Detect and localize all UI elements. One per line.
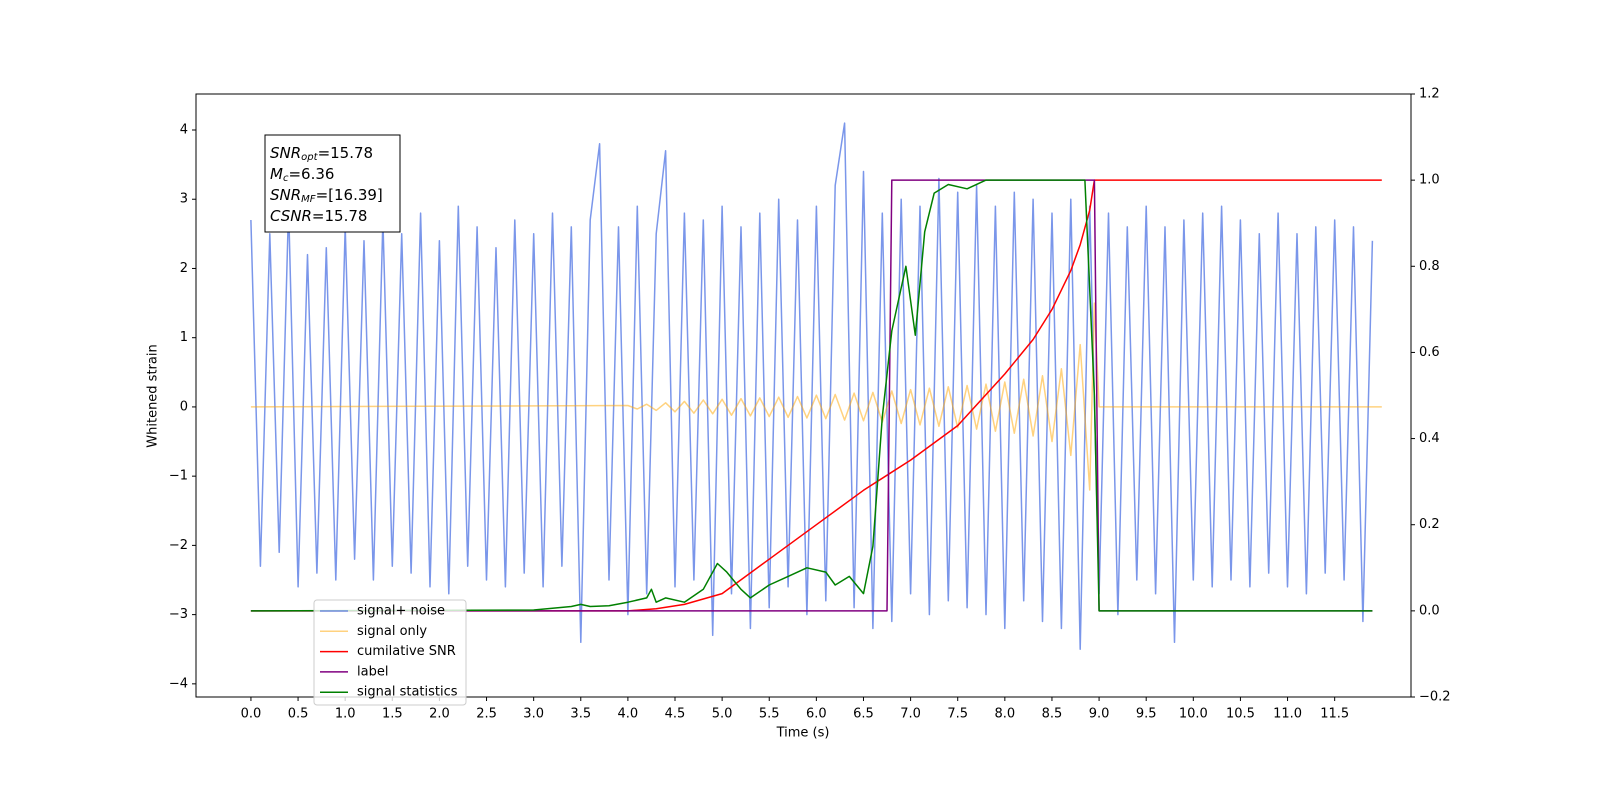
- legend-label: cumilative SNR: [357, 644, 456, 659]
- y-tick-label: −4: [169, 676, 188, 691]
- y2-tick-label: 1.2: [1419, 87, 1440, 102]
- legend-label: signal statistics: [357, 685, 458, 700]
- x-tick-label: 5.0: [712, 707, 733, 722]
- annotation-value: =6.36: [288, 165, 334, 183]
- x-tick-label: 11.0: [1273, 707, 1302, 722]
- y-tick-label: −3: [169, 607, 188, 622]
- annotation-name: CSNR: [270, 207, 312, 225]
- x-tick-label: 0.0: [241, 707, 262, 722]
- annotation-value: =[16.39]: [316, 186, 383, 204]
- y-tick-label: −1: [169, 469, 188, 484]
- x-tick-label: 10.0: [1179, 707, 1208, 722]
- x-tick-label: 0.5: [288, 707, 309, 722]
- legend-label: signal only: [357, 624, 427, 639]
- annotation-name: SNR: [270, 186, 301, 204]
- y2-tick-label: 1.0: [1419, 173, 1440, 188]
- legend-box: [313, 599, 467, 706]
- annotation-line: SNRMF=[16.39]: [270, 186, 383, 206]
- y2-tick-label: −0.2: [1419, 690, 1451, 705]
- x-tick-label: 6.0: [806, 707, 827, 722]
- x-tick-label: 2.5: [476, 707, 497, 722]
- x-tick-label: 7.0: [900, 707, 921, 722]
- annotation-line: CSNR=15.78: [270, 207, 367, 225]
- x-tick-label: 1.5: [382, 707, 403, 722]
- annotation-value: =15.78: [312, 207, 368, 225]
- annotation-line: SNRopt=15.78: [270, 144, 373, 164]
- x-tick-label: 6.5: [853, 707, 874, 722]
- axes-frame: [195, 93, 1412, 698]
- series-line: [250, 179, 1373, 612]
- x-tick-label: 7.5: [947, 707, 968, 722]
- annotation-name: M: [270, 165, 283, 183]
- x-tick-label: 1.0: [335, 707, 356, 722]
- x-tick-label: 4.5: [665, 707, 686, 722]
- annotation-value: =15.78: [318, 144, 374, 162]
- y-tick-label: 3: [180, 192, 188, 207]
- x-tick-label: 3.5: [570, 707, 591, 722]
- y-tick-label: 2: [180, 261, 188, 276]
- y2-tick-label: 0.2: [1419, 517, 1440, 532]
- x-tick-label: 8.5: [1042, 707, 1063, 722]
- x-tick-label: 8.0: [994, 707, 1015, 722]
- x-tick-label: 10.5: [1226, 707, 1255, 722]
- y2-tick-label: 0.8: [1419, 259, 1440, 274]
- x-tick-label: 3.0: [523, 707, 544, 722]
- x-tick-label: 4.0: [618, 707, 639, 722]
- series-line: [250, 302, 1382, 491]
- y-tick-label: −2: [169, 538, 188, 553]
- legend-label: signal+ noise: [357, 604, 445, 619]
- y-tick-label: 1: [180, 330, 188, 345]
- x-tick-label: 2.0: [429, 707, 450, 722]
- y2-tick-label: 0.4: [1419, 431, 1440, 446]
- annotation-name: SNR: [270, 144, 301, 162]
- x-tick-label: 11.5: [1320, 707, 1349, 722]
- annotation-line: Mc=6.36: [270, 165, 334, 185]
- annotation-box: [264, 134, 401, 233]
- annotation-sub: opt: [301, 152, 318, 163]
- x-tick-label: 9.0: [1089, 707, 1110, 722]
- x-tick-label: 9.5: [1136, 707, 1157, 722]
- series-line: [250, 179, 1382, 612]
- legend-label: label: [357, 664, 388, 679]
- y2-tick-label: 0.0: [1419, 603, 1440, 618]
- y-tick-label: 0: [180, 399, 188, 414]
- x-axis-label: Time (s): [776, 726, 830, 741]
- y2-tick-label: 0.6: [1419, 345, 1440, 360]
- y-tick-label: 4: [180, 123, 188, 138]
- y-axis-label: Whitened strain: [146, 344, 161, 447]
- annotation-sub: MF: [301, 194, 316, 205]
- x-tick-label: 5.5: [759, 707, 780, 722]
- annotation-sub: c: [283, 173, 289, 184]
- series-line: [250, 122, 1374, 650]
